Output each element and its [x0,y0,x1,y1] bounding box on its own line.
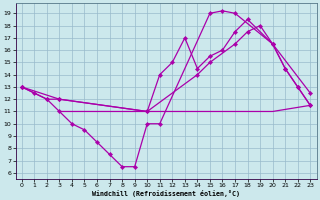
X-axis label: Windchill (Refroidissement éolien,°C): Windchill (Refroidissement éolien,°C) [92,190,240,197]
